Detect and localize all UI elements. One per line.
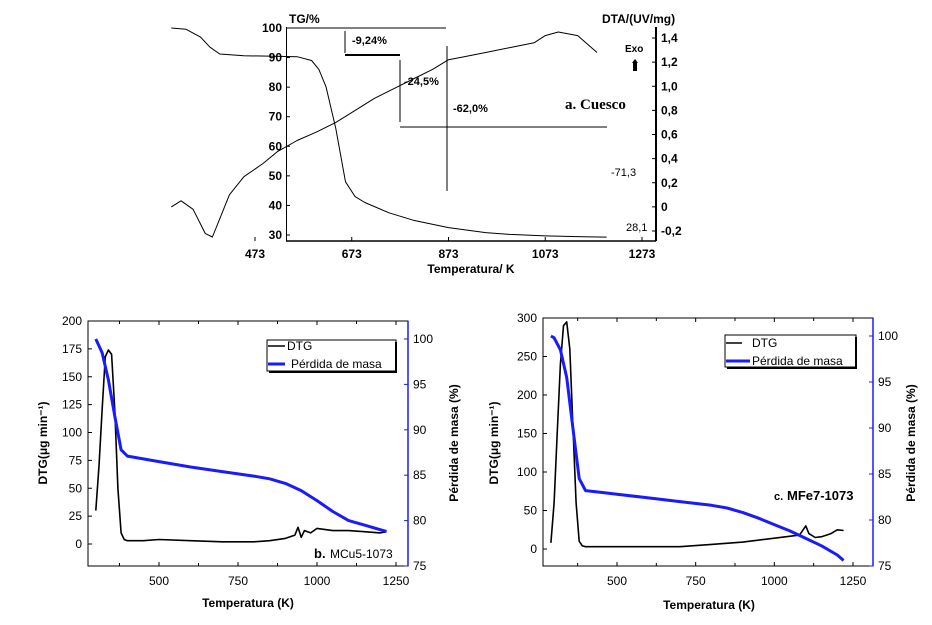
- y-left-tick-label: 40: [269, 198, 283, 212]
- panel-b-label-text: MCu5-1073: [330, 547, 393, 561]
- panel-a-x-label: Temperatura/ K: [427, 262, 514, 276]
- y-right-tick-label: -0,2: [661, 224, 682, 238]
- y-right-tick-label: 0,8: [661, 103, 678, 117]
- panel-a-y-right-label: DTA/(UV/mg): [602, 12, 675, 26]
- y-left-tick-label: 75: [69, 453, 83, 467]
- y-right-tick-label: 0,4: [661, 152, 678, 166]
- y-left-tick-label: 50: [524, 504, 538, 518]
- panel-a-cuesco: TG/% DTA/(UV/mg) Temperatura/ K a. Cuesc…: [171, 12, 682, 276]
- y-left-tick-label: 0: [530, 542, 537, 556]
- panel-c-label-text: MFe7-1073: [787, 488, 853, 503]
- y-right-tick-label: 100: [413, 332, 433, 346]
- legend-dtg-label: DTG: [752, 336, 777, 350]
- panel-c-mfe7: 500 750 1000 1250 0 50 100 150 200 250 300 75 80 85 90…: [487, 311, 918, 612]
- y-left-tick-label: 25: [69, 509, 83, 523]
- annotation-28-1: 28,1: [626, 222, 647, 234]
- y-left-tick-label: 150: [62, 370, 82, 384]
- legend-mass-label: Pérdida de masa: [752, 354, 843, 368]
- y-left-tick-label: 125: [62, 398, 82, 412]
- x-tick-label: 500: [607, 574, 627, 588]
- y-right-tick-label: 100: [878, 329, 898, 343]
- y-left-tick-label: 100: [262, 21, 282, 35]
- panel-b-legend: DTG Pérdida de masa: [266, 339, 397, 373]
- y-right-tick-label: 90: [413, 423, 427, 437]
- x-tick-label: 673: [342, 247, 362, 261]
- series-line-p-rdida-de-masa: [94, 338, 387, 533]
- y-right-tick-label: 0: [661, 200, 668, 214]
- y-right-tick-label: 0,2: [661, 176, 678, 190]
- series-line-dtg: [95, 349, 387, 543]
- panel-b-label-prefix: b.: [314, 546, 326, 561]
- y-left-tick-label: 50: [269, 169, 283, 183]
- y-left-tick-label: 0: [75, 537, 82, 551]
- y-left-tick-label: 30: [269, 228, 283, 242]
- y-left-tick-label: 200: [517, 388, 537, 402]
- y-left-tick-label: 80: [269, 80, 283, 94]
- panel-c-legend: DTG Pérdida de masa: [724, 334, 857, 369]
- panel-b-y-right-label: Pérdida de masa (%): [447, 384, 461, 501]
- exo-arrow-icon: [632, 59, 638, 71]
- y-left-tick-label: 100: [517, 465, 537, 479]
- series-line-tg: [171, 27, 607, 238]
- annotation-9-24: -9,24%: [352, 35, 387, 47]
- y-right-tick-label: 85: [878, 467, 892, 481]
- y-right-tick-label: 0,6: [661, 128, 678, 142]
- panel-c-y-left-label: DTG(μg min⁻¹): [487, 402, 501, 485]
- y-right-tick-label: 95: [413, 377, 427, 391]
- annotation-62-0: -62,0%: [453, 103, 488, 115]
- y-right-tick-label: 75: [878, 559, 892, 573]
- panel-b-x-label: Temperatura (K): [202, 596, 294, 610]
- y-left-tick-label: 90: [269, 51, 283, 65]
- annotation-71-3: -71,3: [611, 167, 636, 179]
- y-right-tick-label: 80: [878, 513, 892, 527]
- y-right-tick-label: 75: [413, 559, 427, 573]
- x-tick-label: 750: [228, 574, 248, 588]
- y-left-tick-label: 60: [269, 139, 283, 153]
- panel-a-y-left-label: TG/%: [289, 12, 320, 26]
- y-left-tick-label: 100: [62, 426, 82, 440]
- y-right-tick-label: 1,0: [661, 79, 678, 93]
- y-left-tick-label: 175: [62, 342, 82, 356]
- series-line-dta: [171, 31, 598, 238]
- panel-b-y-left-label: DTG(μg min⁻¹): [36, 402, 50, 485]
- y-right-tick-label: 90: [878, 421, 892, 435]
- x-tick-label: 473: [245, 247, 265, 261]
- y-left-tick-label: 250: [517, 350, 537, 364]
- y-left-tick-label: 300: [517, 311, 537, 325]
- y-left-tick-label: 50: [69, 481, 83, 495]
- legend-dtg-label: DTG: [287, 339, 312, 353]
- x-tick-label: 500: [149, 574, 169, 588]
- x-tick-label: 750: [686, 574, 706, 588]
- panel-a-frame-left: [286, 27, 287, 241]
- panel-b-mcu5: 500 750 1000 1250 0 25 50 75 100 125 150 175 200 75 80…: [36, 314, 461, 610]
- annotation-24-5: -24,5%: [404, 76, 439, 88]
- y-left-tick-label: 200: [62, 314, 82, 328]
- panel-c-y-right-label: Pérdida de masa (%): [904, 384, 918, 501]
- x-tick-label: 1000: [761, 574, 788, 588]
- x-tick-label: 1250: [383, 574, 410, 588]
- x-tick-label: 1250: [840, 574, 867, 588]
- legend-mass-label: Pérdida de masa: [291, 357, 382, 371]
- annotation-exo: Exo: [625, 44, 643, 55]
- y-right-tick-label: 80: [413, 514, 427, 528]
- y-right-tick-label: 85: [413, 468, 427, 482]
- y-left-tick-label: 70: [269, 110, 283, 124]
- x-tick-label: 1073: [532, 247, 559, 261]
- y-left-tick-label: 150: [517, 427, 537, 441]
- series-line-p-rdida-de-masa: [550, 334, 845, 562]
- y-right-tick-label: 1,4: [661, 31, 678, 45]
- x-tick-label: 1000: [304, 574, 331, 588]
- y-right-tick-label: 1,2: [661, 55, 678, 69]
- panel-c-x-label: Temperatura (K): [663, 598, 755, 612]
- series-line-dtg: [550, 321, 844, 548]
- panel-c-label-prefix: c.: [774, 491, 783, 503]
- y-right-tick-label: 95: [878, 375, 892, 389]
- panel-a-title: a. Cuesco: [565, 97, 626, 113]
- x-tick-label: 873: [438, 247, 458, 261]
- x-tick-label: 1273: [629, 247, 656, 261]
